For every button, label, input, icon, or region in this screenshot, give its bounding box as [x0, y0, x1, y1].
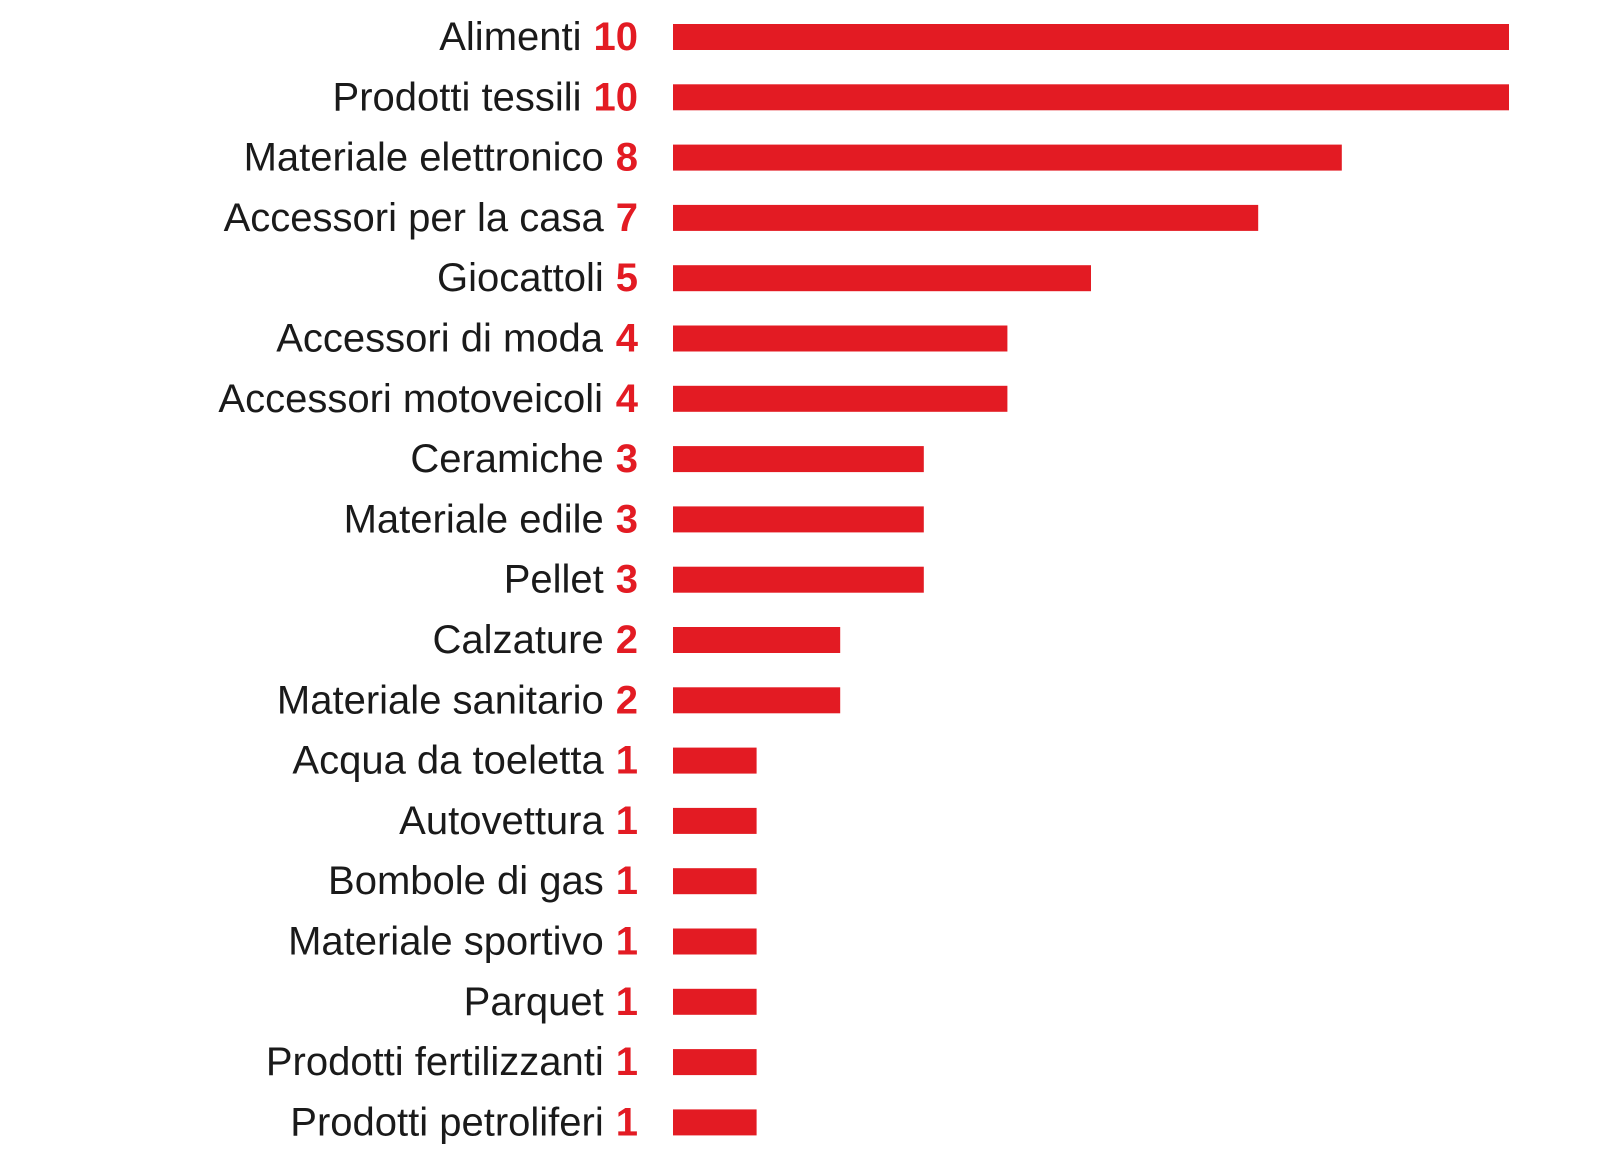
bar-row: 4 Accessori motoveicoli [218, 377, 1008, 421]
bar-row: 3 Ceramiche [410, 437, 924, 481]
bar-value-label: 3 [616, 558, 638, 602]
bar-row: 4 Accessori di moda [276, 317, 1008, 361]
bar [673, 204, 1259, 231]
bar [673, 868, 757, 895]
bar-value-label: 10 [594, 75, 639, 119]
bar-row: 10 Alimenti [439, 15, 1509, 59]
category-label: Prodotti fertilizzanti [266, 1040, 604, 1084]
category-label: Materiale edile [344, 497, 604, 541]
category-label: Accessori per la casa [224, 196, 605, 240]
bar [673, 446, 924, 473]
bar-value-label: 7 [616, 196, 638, 240]
bar [673, 566, 924, 593]
category-label: Prodotti petroliferi [290, 1100, 603, 1144]
bar [673, 1109, 757, 1136]
bar-row: 2 Calzature [433, 618, 841, 662]
bar-value-label: 3 [616, 497, 638, 541]
bar [673, 385, 1008, 412]
bar-row: 10 Prodotti tessili [333, 75, 1509, 119]
bar-value-label: 5 [616, 256, 638, 300]
category-label: Bombole di gas [328, 859, 604, 903]
bar-value-label: 10 [594, 15, 639, 59]
bar-row: 3 Materiale edile [344, 497, 924, 541]
bar-value-label: 1 [616, 1100, 638, 1144]
bar-row: 1 Materiale sportivo [288, 920, 757, 964]
bar [673, 928, 757, 955]
category-label: Ceramiche [410, 437, 603, 481]
category-label: Accessori di moda [276, 317, 604, 361]
bar-value-label: 3 [616, 437, 638, 481]
bar-value-label: 1 [616, 1040, 638, 1084]
bar-value-label: 2 [616, 618, 638, 662]
bar-value-label: 1 [616, 980, 638, 1024]
category-label: Calzature [433, 618, 604, 662]
bar-value-label: 4 [616, 377, 639, 421]
category-label: Alimenti [439, 15, 581, 59]
bar [673, 747, 757, 774]
category-label: Prodotti tessili [333, 75, 582, 119]
bar-value-label: 2 [616, 678, 638, 722]
bar-row: 1 Prodotti fertilizzanti [266, 1040, 757, 1084]
category-label: Materiale sportivo [288, 920, 604, 964]
category-label: Pellet [504, 558, 604, 602]
bar-row: 1 Autovettura [399, 799, 757, 843]
bar [673, 627, 841, 653]
category-label: Parquet [464, 980, 604, 1024]
bar-value-label: 1 [616, 920, 638, 964]
bar-value-label: 4 [616, 317, 639, 361]
bar-row: 1 Bombole di gas [328, 859, 757, 903]
category-label: Materiale elettronico [244, 136, 604, 180]
bar [673, 1049, 757, 1076]
bar [673, 84, 1509, 111]
bar-row: 5 Giocattoli [437, 256, 1091, 300]
bar-row: 1 Prodotti petroliferi [290, 1100, 757, 1144]
chart-rows: 10 Alimenti 10 Prodotti tessili 8 Materiale e… [218, 15, 1509, 1144]
bar-value-label: 1 [616, 739, 638, 783]
bar-row: 2 Materiale sanitario [277, 678, 841, 722]
bar [673, 687, 841, 714]
bar-value-label: 8 [616, 136, 638, 180]
category-label: Autovettura [399, 799, 604, 843]
bar-row: 1 Acqua da toeletta [292, 739, 757, 783]
category-label: Acqua da toeletta [292, 739, 604, 783]
category-label: Giocattoli [437, 256, 604, 300]
bar [673, 807, 757, 834]
bar-value-label: 1 [616, 799, 638, 843]
bar-value-label: 1 [616, 859, 638, 903]
bar [673, 144, 1342, 171]
category-label: Materiale sanitario [277, 678, 604, 722]
bar-row: 3 Pellet [504, 558, 924, 602]
bar-row: 8 Materiale elettronico [244, 136, 1342, 180]
bar [673, 988, 757, 1015]
bar-row: 1 Parquet [464, 980, 757, 1024]
bar [673, 24, 1509, 50]
bar [673, 265, 1091, 292]
bar [673, 325, 1008, 352]
category-label: Accessori motoveicoli [218, 377, 603, 421]
bar [673, 506, 924, 533]
